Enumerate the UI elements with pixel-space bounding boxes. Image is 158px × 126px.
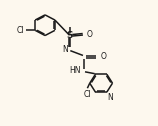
Text: O: O	[86, 30, 92, 39]
Text: O: O	[100, 52, 106, 61]
Text: S: S	[66, 31, 73, 40]
Text: N: N	[63, 45, 68, 54]
Text: HN: HN	[69, 66, 80, 75]
Text: Cl: Cl	[16, 26, 24, 35]
Text: Cl: Cl	[84, 90, 91, 99]
Text: N: N	[108, 93, 113, 102]
